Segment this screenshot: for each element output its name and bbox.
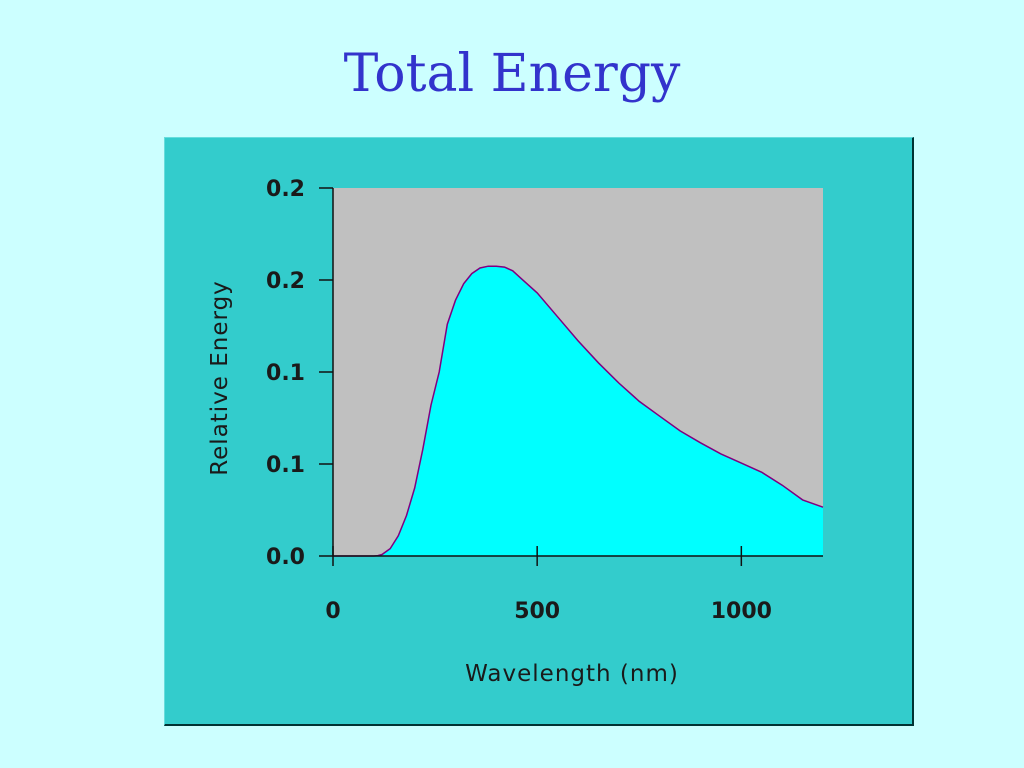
energy-chart: 0 500 1000 0.0 0.1 0.1 0.2 0.2 Wavelength (nm)… — [207, 177, 824, 687]
chart-panel: 0 500 1000 0.0 0.1 0.1 0.2 0.2 Wavelength (nm)… — [164, 137, 914, 726]
x-tick-label: 1000 — [711, 599, 772, 624]
x-axis: 0 500 1000 — [325, 546, 823, 624]
energy-area-fill — [333, 266, 823, 556]
x-tick-label: 500 — [514, 599, 560, 624]
x-tick-label: 0 — [325, 599, 340, 624]
y-tick-label: 0.2 — [266, 177, 305, 202]
x-axis-title: Wavelength (nm) — [465, 661, 679, 687]
y-tick-label: 0.1 — [266, 361, 305, 386]
energy-curve-line — [333, 265, 824, 557]
y-tick-label: 0.0 — [266, 545, 305, 570]
y-tick-label: 0.1 — [266, 453, 305, 478]
slide-title: Total Energy — [343, 44, 681, 104]
y-axis-title: Relative Energy — [207, 280, 233, 476]
y-axis: 0.0 0.1 0.1 0.2 0.2 — [266, 177, 334, 570]
y-tick-label: 0.2 — [266, 269, 305, 294]
